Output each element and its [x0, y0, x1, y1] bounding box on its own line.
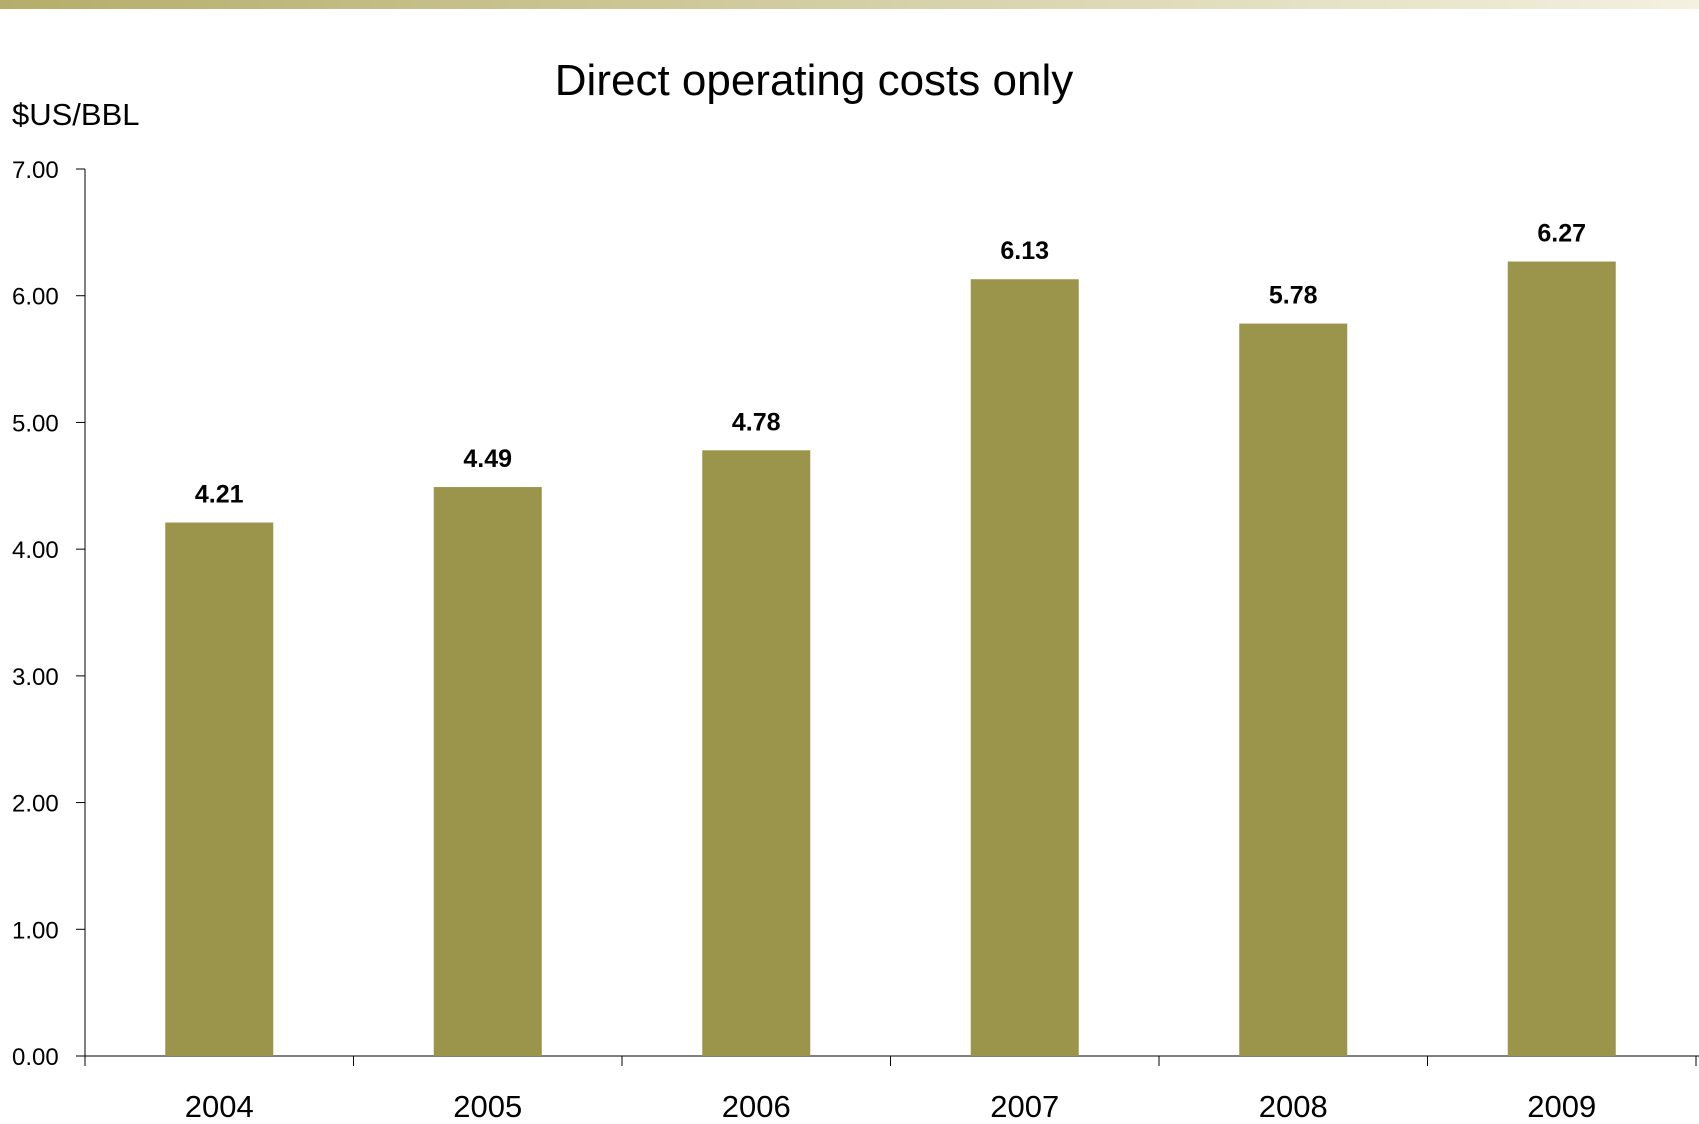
y-axis-unit-label: $US/BBL: [12, 97, 140, 132]
bar-2005: [433, 487, 542, 1056]
bar-2009: [1507, 261, 1616, 1056]
data-labels: 4.21 4.49 4.78 6.13 5.78 6.27: [195, 220, 1586, 509]
x-category-label-2005: 2005: [453, 1089, 522, 1124]
y-tick-label: 3.00: [12, 664, 59, 691]
y-tick-label: 6.00: [12, 284, 59, 311]
y-tick-label: 1.00: [12, 917, 59, 944]
y-axis: 0.00 1.00 2.00 3.00 4.00 5.00 6.00 7.00: [12, 157, 86, 1071]
bar-2004: [165, 522, 274, 1056]
bar-2007: [970, 279, 1079, 1056]
bars: [165, 261, 1616, 1056]
x-category-label-2008: 2008: [1259, 1089, 1328, 1124]
data-label-2008: 5.78: [1269, 282, 1318, 310]
category-labels: 2004 2005 2006 2007 2008 2009: [185, 1089, 1596, 1124]
chart-title: Direct operating costs only: [555, 56, 1073, 105]
y-tick-label: 5.00: [12, 410, 59, 437]
y-tick-label: 7.00: [12, 157, 59, 184]
x-category-label-2007: 2007: [990, 1089, 1059, 1124]
data-label-2007: 6.13: [1000, 237, 1049, 265]
bar-2008: [1239, 323, 1348, 1056]
y-tick-label: 0.00: [12, 1044, 59, 1071]
y-tick-label: 4.00: [12, 537, 59, 564]
data-label-2006: 4.78: [732, 408, 781, 436]
x-category-label-2009: 2009: [1527, 1089, 1596, 1124]
x-axis: [84, 1055, 1699, 1066]
data-label-2009: 6.27: [1537, 220, 1586, 248]
data-label-2004: 4.21: [195, 481, 244, 509]
x-category-label-2006: 2006: [722, 1089, 791, 1124]
data-label-2005: 4.49: [463, 445, 512, 473]
y-tick-label: 2.00: [12, 791, 59, 818]
x-category-label-2004: 2004: [185, 1089, 254, 1124]
header-gradient-bar: [0, 0, 1699, 9]
bar-2006: [702, 450, 811, 1056]
